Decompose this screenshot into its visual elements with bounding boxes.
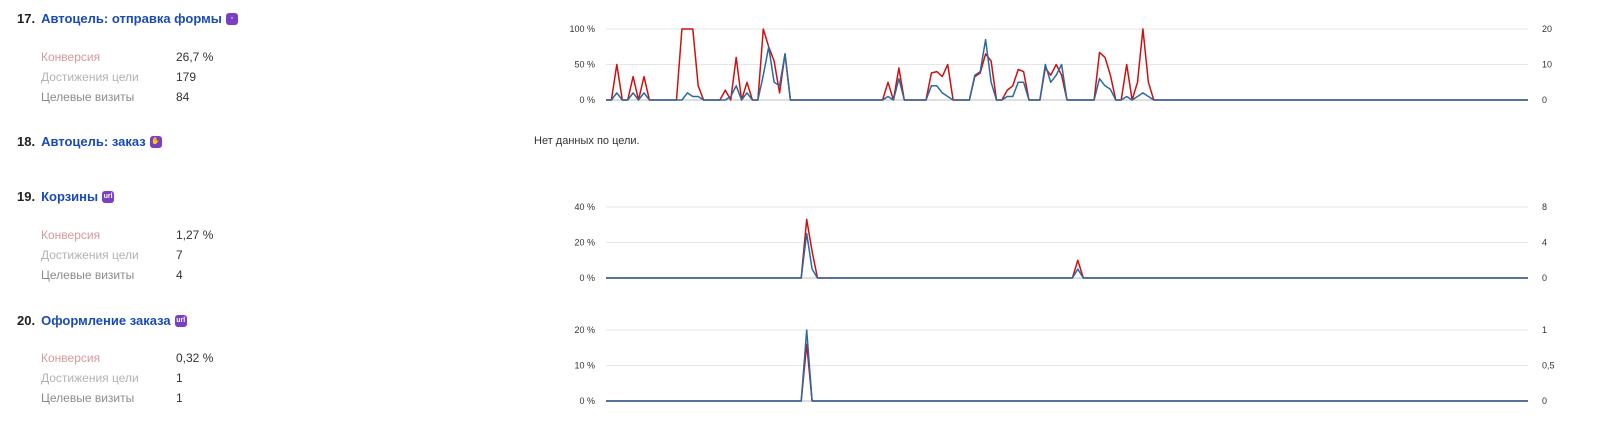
y-left-tick-label: 10 % [574, 361, 595, 371]
stat-row-achievements: Достижения цели 179 [41, 67, 213, 87]
y-right-tick-label: 8 [1542, 202, 1547, 212]
y-left-tick-label: 20 % [574, 238, 595, 248]
goal-19-stats: Конверсия 1,27 % Достижения цели 7 Целевые… [41, 225, 213, 285]
stat-value: 0,32 % [176, 351, 214, 365]
stat-label: Конверсия [41, 351, 101, 365]
y-right-tick-label: 4 [1542, 238, 1547, 248]
stat-row-visits: Целевые визиты 1 [41, 388, 213, 408]
y-right-tick-label: 20 [1542, 24, 1552, 34]
stat-row-achievements: Достижения цели 1 [41, 368, 213, 388]
goal-link[interactable]: Корзины [41, 189, 99, 204]
y-right-tick-label: 0 [1542, 396, 1547, 406]
goal-20-stats: Конверсия 0,32 % Достижения цели 1 Целевые… [41, 348, 213, 408]
url-icon: url [102, 190, 115, 203]
visits-series-line [606, 38, 1528, 101]
visits-series-line [606, 329, 1528, 402]
stat-label: Конверсия [41, 228, 101, 242]
goal-link[interactable]: Автоцель: заказ [41, 134, 146, 149]
goal-number: 18. [17, 134, 36, 149]
goal-19-title-row: 19. Корзины url [17, 189, 115, 204]
no-data-message: Нет данных по цели. [534, 135, 640, 147]
stat-label: Конверсия [41, 50, 101, 64]
y-right-tick-label: 10 [1542, 60, 1552, 70]
y-left-tick-label: 40 % [574, 202, 595, 212]
y-left-tick-label: 0 % [579, 95, 595, 105]
conversion-series-line [606, 343, 1528, 402]
y-right-tick-label: 0 [1542, 273, 1547, 283]
conversion-series-line [606, 218, 1528, 279]
y-left-tick-label: 0 % [579, 273, 595, 283]
goal-17-stats: Конверсия 26,7 % Достижения цели 179 Целев… [41, 47, 213, 107]
hand-icon: ✋ [149, 135, 162, 148]
stat-row-achievements: Достижения цели 7 [41, 245, 213, 265]
goal-number: 19. [17, 189, 36, 204]
stat-label: Целевые визиты [41, 268, 135, 282]
stat-label: Достижения цели [41, 248, 139, 262]
y-right-tick-label: 1 [1542, 325, 1547, 335]
stat-value: 1,27 % [176, 228, 214, 242]
goal-number: 17. [17, 11, 36, 26]
y-right-tick-label: 0,5 [1542, 361, 1555, 371]
goal-link[interactable]: Оформление заказа [41, 313, 171, 328]
goal-number: 20. [17, 313, 36, 328]
goal-20-chart: 0 % 0 10 % 0,5 20 % 1 [574, 325, 1555, 406]
form-icon: ▫ [225, 12, 238, 25]
stat-row-conversion: Конверсия 26,7 % [41, 47, 213, 67]
y-right-tick-label: 0 [1542, 95, 1547, 105]
goal-19-chart: 0 % 0 20 % 4 40 % 8 [574, 202, 1547, 283]
goal-link[interactable]: Автоцель: отправка формы [41, 11, 222, 26]
goal-17-chart: 0 % 0 50 % 10 100 % 20 [569, 24, 1552, 105]
stat-row-visits: Целевые визиты 84 [41, 87, 213, 107]
stat-label: Целевые визиты [41, 391, 135, 405]
stat-value: 1 [176, 371, 183, 385]
stat-value: 4 [176, 268, 183, 282]
y-left-tick-label: 50 % [574, 60, 595, 70]
stat-label: Достижения цели [41, 70, 139, 84]
stat-row-conversion: Конверсия 1,27 % [41, 225, 213, 245]
url-icon: url [174, 314, 187, 327]
y-left-tick-label: 20 % [574, 325, 595, 335]
stat-value: 179 [176, 70, 197, 84]
y-left-tick-label: 0 % [579, 396, 595, 406]
visits-series-line [606, 232, 1528, 279]
stat-value: 1 [176, 391, 183, 405]
stat-row-conversion: Конверсия 0,32 % [41, 348, 213, 368]
goal-20-title-row: 20. Оформление заказа url [17, 313, 187, 328]
stat-row-visits: Целевые визиты 4 [41, 265, 213, 285]
stat-value: 26,7 % [176, 50, 214, 64]
goal-18-title-row: 18. Автоцель: заказ ✋ [17, 134, 162, 149]
goal-17-title-row: 17. Автоцель: отправка формы ▫ [17, 11, 238, 26]
stat-label: Достижения цели [41, 371, 139, 385]
stat-value: 7 [176, 248, 183, 262]
stat-label: Целевые визиты [41, 90, 135, 104]
stat-value: 84 [176, 90, 190, 104]
y-left-tick-label: 100 % [569, 24, 595, 34]
